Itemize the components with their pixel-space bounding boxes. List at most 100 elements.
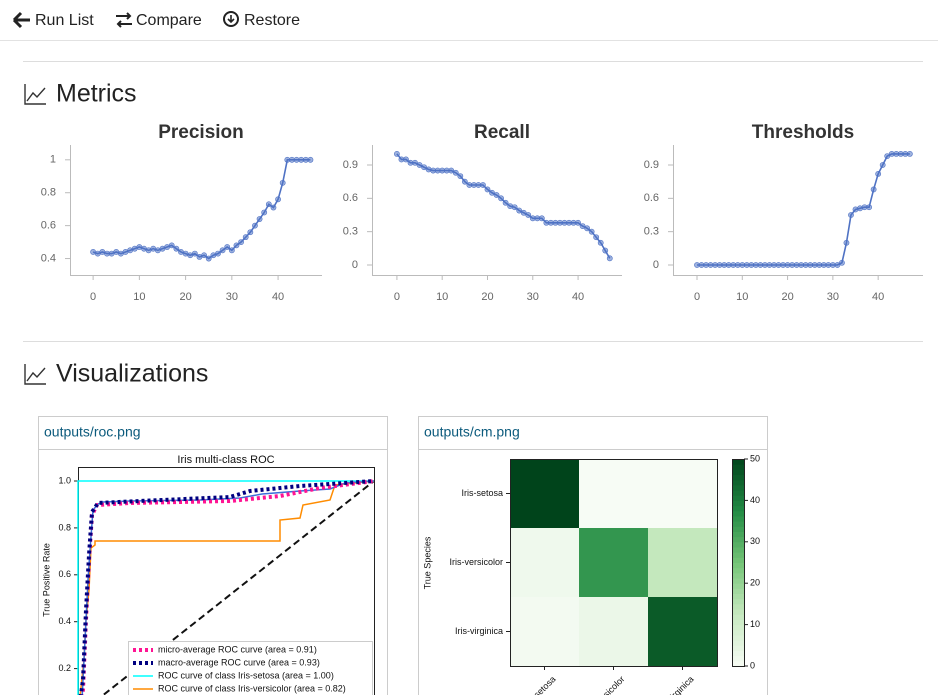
restore-button[interactable]: Restore <box>223 11 300 29</box>
colorbar-step <box>732 609 744 615</box>
axis-label: True Positive Rate <box>41 543 51 617</box>
button-label: Restore <box>244 12 300 29</box>
chance-line <box>101 480 375 695</box>
y-tick-label: Iris-setosa <box>461 488 503 498</box>
colorbar-step <box>732 521 744 527</box>
compare-button[interactable]: Compare <box>116 12 202 29</box>
point <box>457 173 464 180</box>
point <box>219 247 226 254</box>
point <box>575 219 581 226</box>
back-icon <box>12 11 30 29</box>
line-chart: Recall 0 0.3 0.6 0.9 0 10 20 30 40 <box>343 122 622 303</box>
colorbar-step <box>732 593 744 600</box>
toolbar: Run List Compare Restore <box>0 11 938 41</box>
y-tick-label: 0.3 <box>343 226 358 238</box>
y-tick-label: 0.6 <box>644 192 659 204</box>
heatmap-cell <box>648 528 717 597</box>
y-tick-label: 0.2 <box>58 663 71 673</box>
point <box>480 182 486 188</box>
x-tick-label: 30 <box>527 291 539 303</box>
y-tick-label: Iris-virginica <box>455 626 503 636</box>
colorbar-step <box>732 459 744 465</box>
point <box>173 245 180 252</box>
colorbar-step <box>732 469 744 476</box>
axis-label: True Species <box>422 536 432 589</box>
point <box>866 204 873 211</box>
point <box>538 215 545 222</box>
point <box>461 178 468 185</box>
card-title[interactable]: outputs/cm.png <box>424 424 520 440</box>
point <box>516 207 523 214</box>
point <box>307 156 314 163</box>
colorbar-step <box>732 567 744 574</box>
point <box>233 242 240 249</box>
point <box>588 228 595 235</box>
colorbar-step <box>732 634 744 641</box>
colorbar-step <box>732 515 744 522</box>
roc-card: outputs/roc.png Iris multi-class ROC Tru… <box>38 416 388 695</box>
point <box>279 179 286 186</box>
point <box>224 244 231 250</box>
x-tick-label: 10 <box>436 291 448 303</box>
legend: micro-average ROC curve (area = 0.91) mac… <box>133 644 346 693</box>
point <box>215 250 221 257</box>
y-tick-label: 0.3 <box>644 226 659 238</box>
point <box>606 255 613 262</box>
run-list-button[interactable]: Run List <box>12 11 94 29</box>
x-tick-label: 20 <box>179 291 191 303</box>
y-tick-label: 0.8 <box>41 187 56 199</box>
section-heading: Metrics <box>56 80 137 108</box>
colorbar-step <box>732 645 744 651</box>
x-tick-label: 40 <box>272 291 284 303</box>
colorbar-step <box>732 562 744 569</box>
colorbar-tick-label: 0 <box>750 660 755 670</box>
y-tick-label: 1.0 <box>58 475 71 485</box>
point <box>597 239 604 246</box>
colorbar-step <box>732 500 744 507</box>
y-tick-label: Iris-versicolor <box>449 557 503 567</box>
point <box>511 204 518 211</box>
colorbar-step <box>732 474 744 481</box>
colorbar-step <box>732 484 744 491</box>
point <box>839 259 845 266</box>
button-label: Run List <box>35 12 94 29</box>
colorbar-step <box>732 552 744 558</box>
point <box>593 234 600 241</box>
colorbar-step <box>732 583 744 589</box>
point <box>394 150 400 157</box>
colorbar-step <box>732 629 744 636</box>
card-title[interactable]: outputs/roc.png <box>44 424 141 440</box>
legend-label: ROC curve of class Iris-versicolor (area… <box>158 683 346 693</box>
point <box>884 153 891 160</box>
colorbar-tick-label: 10 <box>750 619 760 629</box>
point <box>848 212 854 218</box>
point <box>275 196 281 203</box>
y-tick-label: 0.6 <box>58 569 71 579</box>
point <box>191 250 198 257</box>
colorbar-tick-label: 50 <box>750 453 760 463</box>
colorbar-step <box>732 578 744 584</box>
x-tick-label: 30 <box>827 291 839 303</box>
colorbar-step <box>732 572 744 579</box>
colorbar-step <box>732 510 744 517</box>
x-tick-label: 0 <box>394 291 400 303</box>
point <box>228 247 235 254</box>
point <box>502 199 509 206</box>
point <box>201 252 207 259</box>
heatmap-cell <box>510 597 579 666</box>
section-heading: Visualizations <box>56 360 208 388</box>
point <box>489 189 495 196</box>
colorbar-step <box>732 526 744 532</box>
point <box>520 209 527 216</box>
x-tick-label: 20 <box>781 291 793 303</box>
heatmap-cell <box>579 597 648 666</box>
button-label: Compare <box>136 12 202 29</box>
colorbar-step <box>732 660 744 667</box>
point <box>875 170 882 177</box>
colorbar-step <box>732 640 744 646</box>
point <box>412 159 418 166</box>
point <box>247 229 254 236</box>
plot-title: Iris multi-class ROC <box>177 454 274 466</box>
point <box>879 162 886 168</box>
